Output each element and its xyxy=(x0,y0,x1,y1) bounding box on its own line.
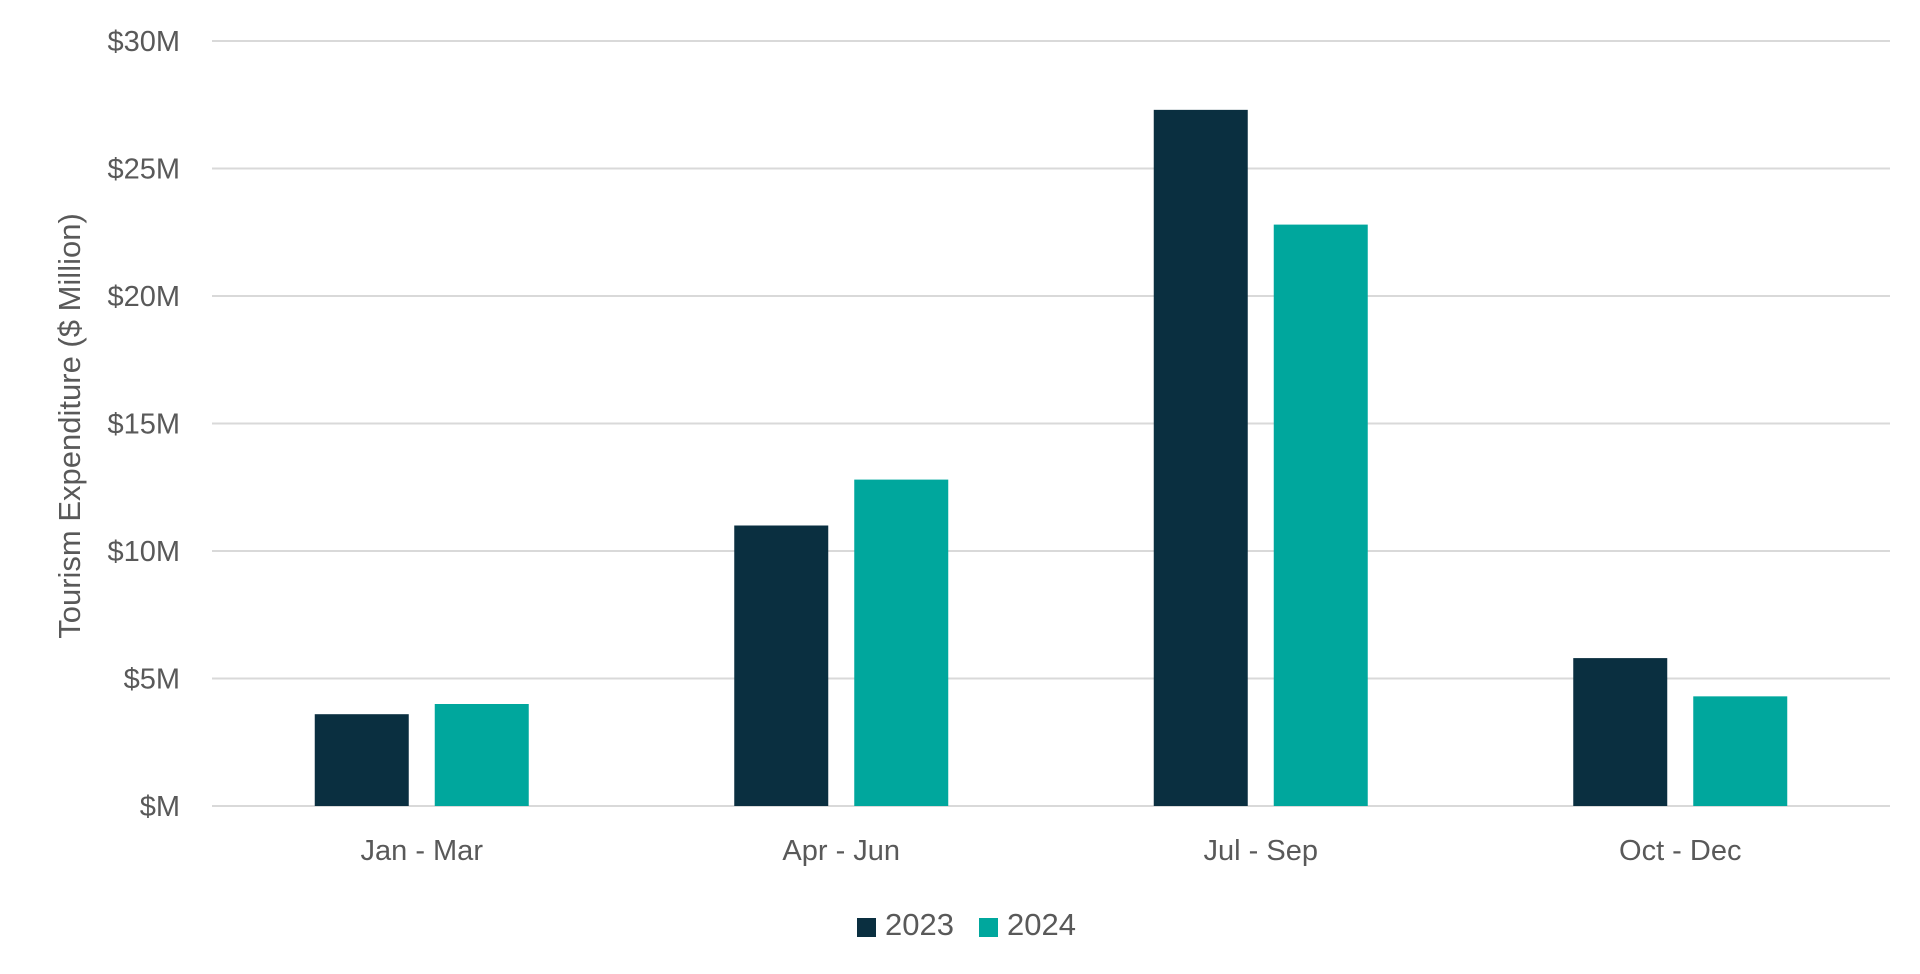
legend: 2023 2024 xyxy=(857,907,1076,942)
y-axis-ticks: $M $5M $10M $15M $20M $25M $30M xyxy=(107,26,180,823)
y-tick-label: $30M xyxy=(107,26,180,58)
y-tick-label: $5M xyxy=(124,664,180,696)
y-axis-title: Tourism Expenditure ($ Million) xyxy=(52,213,87,639)
legend-swatch-2024 xyxy=(979,918,998,937)
y-tick-label: $10M xyxy=(107,536,180,568)
bar-2024-3 xyxy=(1693,696,1788,806)
x-axis-ticks: Jan - Mar Apr - Jun Jul - Sep Oct - Dec xyxy=(361,835,1742,867)
bars xyxy=(314,109,1788,807)
y-tick-label: $15M xyxy=(107,409,180,441)
x-tick-label: Apr - Jun xyxy=(782,835,900,867)
legend-label: 2024 xyxy=(1007,907,1076,942)
bar-2023-1 xyxy=(734,525,829,806)
bar-2024-1 xyxy=(854,479,949,806)
x-tick-label: Jan - Mar xyxy=(361,835,484,867)
y-tick-label: $M xyxy=(140,791,180,823)
x-tick-label: Oct - Dec xyxy=(1619,835,1741,867)
y-tick-label: $20M xyxy=(107,281,180,313)
x-tick-label: Jul - Sep xyxy=(1204,835,1318,867)
bar-2024-0 xyxy=(434,704,529,806)
legend-swatch-2023 xyxy=(857,918,876,937)
y-tick-label: $25M xyxy=(107,154,180,186)
bar-2023-3 xyxy=(1573,658,1668,806)
bar-2023-0 xyxy=(314,714,409,806)
gridlines xyxy=(212,40,1890,807)
bar-2023-2 xyxy=(1153,109,1248,807)
bar-2024-2 xyxy=(1273,224,1368,807)
legend-label: 2023 xyxy=(885,907,954,942)
